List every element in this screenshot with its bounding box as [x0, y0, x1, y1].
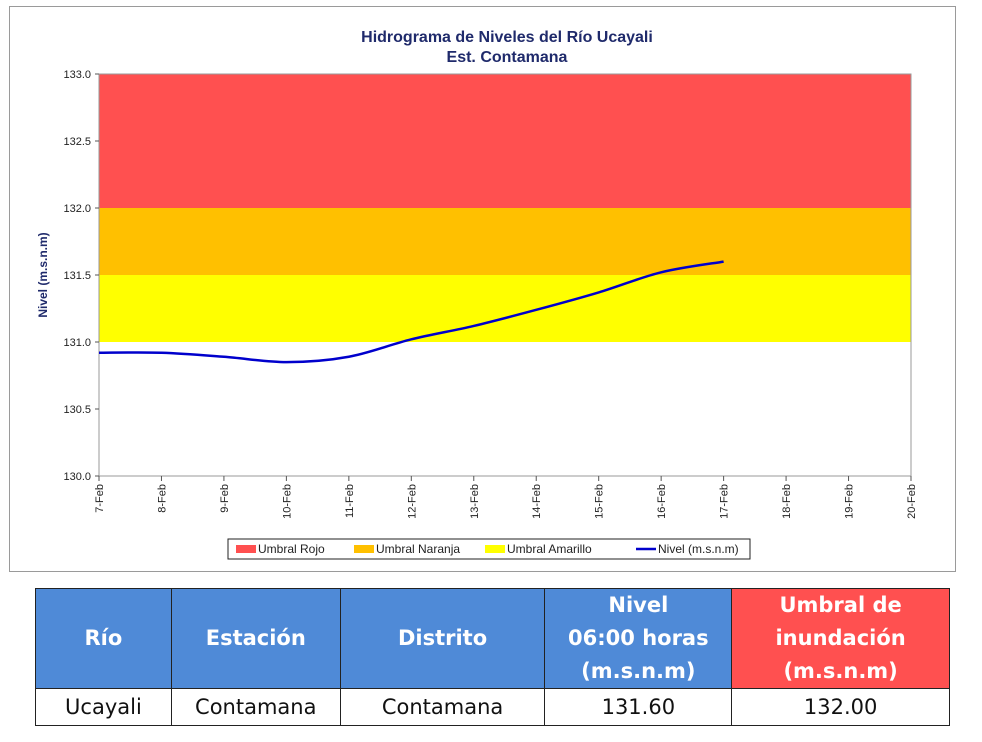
- cell-nivel: 131.60: [544, 688, 733, 726]
- x-tick-label: 12-Feb: [406, 484, 418, 519]
- header-nivel: Nivel 06:00 horas (m.s.n.m): [544, 588, 733, 689]
- legend-label: Umbral Naranja: [376, 542, 460, 556]
- x-tick-label: 9-Feb: [219, 484, 231, 513]
- band-umbral-amarillo: [99, 275, 911, 342]
- x-tick-label: 8-Feb: [156, 484, 168, 513]
- cell-umbral: 132.00: [731, 688, 950, 726]
- x-tick-label: 14-Feb: [531, 484, 543, 519]
- chart-frame: Hidrograma de Niveles del Río Ucayali Est…: [9, 6, 956, 572]
- header-nivel-line3: (m.s.n.m): [581, 659, 696, 683]
- x-tick-label: 15-Feb: [594, 484, 606, 519]
- table-row: Ucayali Contamana Contamana 131.60 132.0…: [35, 688, 950, 726]
- legend-label: Umbral Rojo: [258, 542, 325, 556]
- header-rio: Río: [35, 588, 172, 689]
- header-nivel-line2: 06:00 horas: [568, 626, 709, 650]
- header-nivel-line1: Nivel: [608, 593, 669, 617]
- x-tick-label: 10-Feb: [281, 484, 293, 519]
- header-umbral-line1: Umbral de: [779, 593, 902, 617]
- y-tick-label: 132.5: [63, 136, 91, 148]
- legend-label: Nivel (m.s.n.m): [658, 542, 739, 556]
- table-header-row: Río Estación Distrito Nivel 06:00 horas …: [35, 588, 950, 689]
- band-umbral-rojo: [99, 74, 911, 208]
- band-umbral-naranja: [99, 208, 911, 275]
- x-tick-label: 16-Feb: [656, 484, 668, 519]
- cell-estacion: Contamana: [170, 688, 341, 726]
- y-tick-label: 131.5: [63, 270, 91, 282]
- x-tick-label: 19-Feb: [844, 484, 856, 519]
- y-tick-label: 132.0: [63, 203, 91, 215]
- header-distrito: Distrito: [339, 588, 546, 689]
- cell-rio: Ucayali: [35, 688, 172, 726]
- legend-swatch: [354, 545, 374, 553]
- header-umbral-line3: (m.s.n.m): [783, 659, 898, 683]
- y-tick-label: 131.0: [63, 337, 91, 349]
- series-line-nivel: [98, 260, 724, 364]
- header-estacion: Estación: [170, 588, 341, 689]
- x-tick-label: 20-Feb: [906, 484, 918, 519]
- y-tick-label: 130.0: [63, 471, 91, 483]
- chart-subtitle: Est. Contamana: [447, 49, 568, 66]
- x-tick-label: 18-Feb: [781, 484, 793, 519]
- x-tick-label: 17-Feb: [719, 484, 731, 519]
- chart-title: Hidrograma de Niveles del Río Ucayali: [361, 29, 653, 46]
- y-tick-label: 130.5: [63, 404, 91, 416]
- x-tick-label: 11-Feb: [344, 484, 356, 518]
- header-umbral-line2: inundación: [775, 626, 906, 650]
- cell-distrito: Contamana: [339, 688, 546, 726]
- y-tick-label: 133.0: [63, 69, 91, 81]
- station-info-table: Río Estación Distrito Nivel 06:00 horas …: [35, 588, 950, 726]
- header-umbral: Umbral de inundación (m.s.n.m): [731, 588, 950, 689]
- legend-label: Umbral Amarillo: [507, 542, 592, 556]
- legend-swatch: [236, 545, 256, 553]
- y-axis-label: Nivel (m.s.n.m): [36, 232, 50, 317]
- x-tick-label: 13-Feb: [469, 484, 481, 519]
- x-tick-label: 7-Feb: [94, 484, 106, 513]
- hydrograph-chart: Hidrograma de Niveles del Río Ucayali Est…: [36, 29, 918, 560]
- legend-swatch: [485, 545, 505, 553]
